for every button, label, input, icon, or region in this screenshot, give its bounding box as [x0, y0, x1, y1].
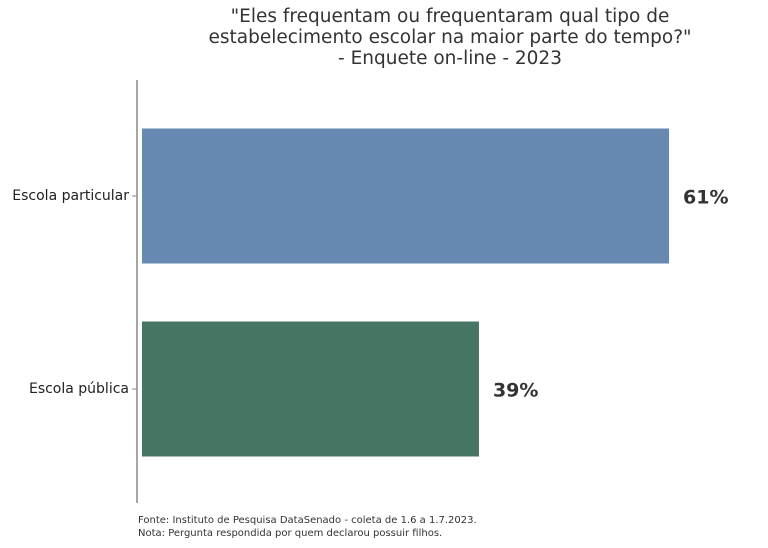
- bar: [142, 128, 670, 264]
- chart-title: "Eles frequentam ou frequentaram qual ti…: [208, 6, 692, 69]
- bar: [142, 321, 479, 457]
- value-label: 39%: [493, 380, 538, 402]
- value-label: 61%: [683, 187, 728, 209]
- y-tick-label: Escola particular: [12, 188, 129, 204]
- source: Fonte: Instituto de Pesquisa DataSenado …: [138, 515, 477, 526]
- note: Nota: Pergunta respondida por quem decla…: [138, 528, 443, 539]
- y-tick-label: Escola pública: [29, 381, 129, 397]
